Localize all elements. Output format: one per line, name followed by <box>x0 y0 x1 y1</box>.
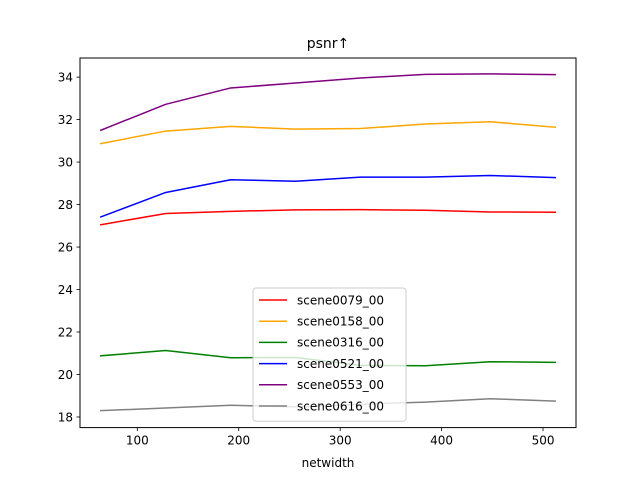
x-tick-label: 400 <box>430 434 453 448</box>
chart-title: psnr↑ <box>307 36 350 52</box>
series-line-scene0158_00 <box>99 120 557 145</box>
x-tick-label: 200 <box>227 434 250 448</box>
y-tick-label: 22 <box>58 325 73 339</box>
y-tick-label: 34 <box>58 70 73 84</box>
x-tick-label: 500 <box>532 434 555 448</box>
x-axis-title: netwidth <box>302 456 355 470</box>
series-line-scene0553_00 <box>99 73 556 132</box>
legend-label-scene0553_00: scene0553_00 <box>297 378 384 392</box>
legend-label-scene0079_00: scene0079_00 <box>297 293 384 307</box>
axis-ticks: 100 200 300 400 500 18 20 22 24 26 28 30 32 34 <box>58 70 555 447</box>
legend-label-scene0316_00: scene0316_00 <box>297 336 384 350</box>
y-tick-label: 24 <box>58 283 73 297</box>
axes-frame <box>79 57 577 429</box>
x-tick-label: 100 <box>126 434 149 448</box>
legend-label-scene0616_00: scene0616_00 <box>297 399 384 413</box>
y-tick-label: 28 <box>58 198 73 212</box>
y-tick-label: 30 <box>58 155 73 169</box>
y-tick-label: 26 <box>58 240 73 254</box>
series-line-scene0079_00 <box>99 208 556 226</box>
x-tick-label: 300 <box>329 434 352 448</box>
y-tick-label: 20 <box>58 368 73 382</box>
legend-label-scene0521_00: scene0521_00 <box>297 357 384 371</box>
legend-label-scene0158_00: scene0158_00 <box>297 315 384 329</box>
y-tick-label: 32 <box>58 113 73 127</box>
y-tick-label: 18 <box>58 410 73 424</box>
legend-box <box>252 287 407 422</box>
series-line-scene0521_00 <box>99 174 556 218</box>
legend: scene0079_00 scene0158_00 scene0316_00scen… <box>252 287 407 422</box>
